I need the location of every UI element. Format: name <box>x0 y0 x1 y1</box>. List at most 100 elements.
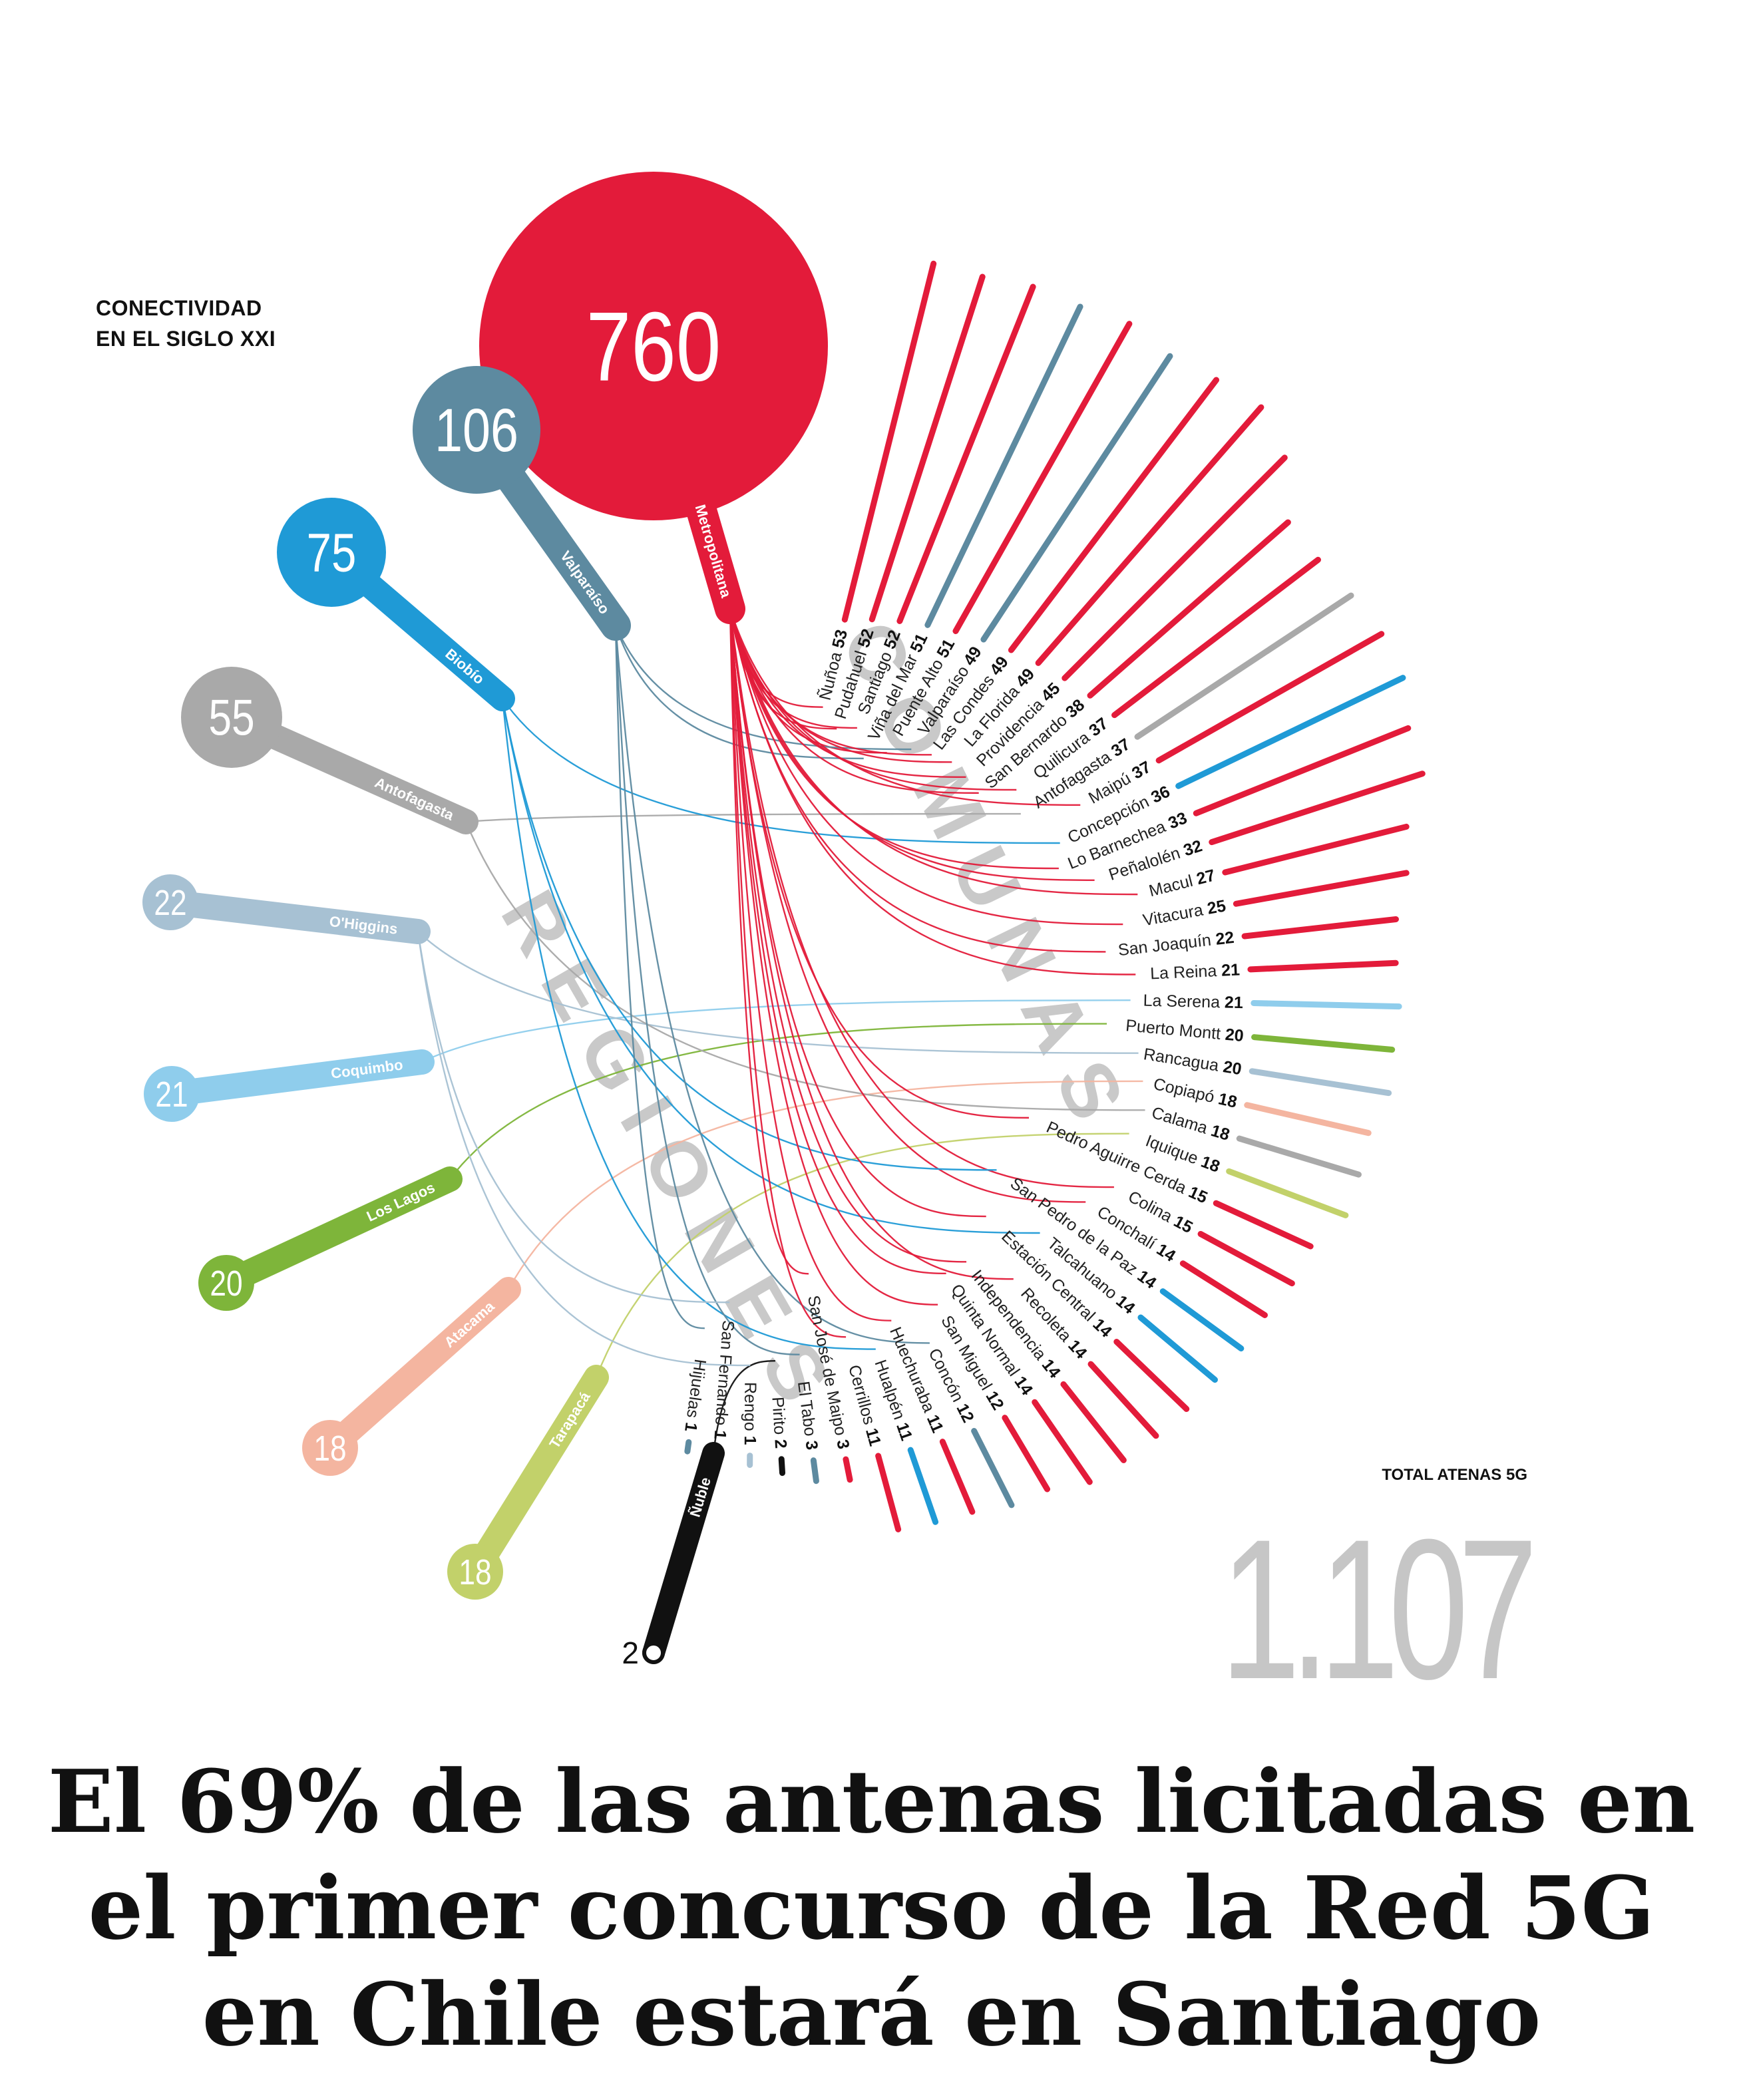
bar-conchali <box>1179 1260 1268 1318</box>
bar-maipu <box>1155 631 1385 764</box>
comuna-value-san-jose-de-maipo: 3 <box>833 1438 853 1451</box>
connector-colina <box>729 608 1114 1188</box>
connector-macul <box>729 608 1138 896</box>
total-label: TOTAL ATENAS 5G <box>1382 1466 1527 1484</box>
comuna-value-san-fernando: 1 <box>710 1429 729 1440</box>
region-value-nuble: 2 <box>622 1636 639 1670</box>
comuna-name-puerto-montt: Puerto Montt <box>1125 1016 1226 1043</box>
connector-rengo <box>417 931 751 1367</box>
connector-independencia <box>729 608 967 1263</box>
comuna-value-vitacura: 25 <box>1206 896 1227 918</box>
connector-lo-barnechea <box>729 608 1059 870</box>
comuna-label-la-reina: La Reina 21 <box>1150 961 1241 983</box>
bar-pedro-aguirre-cerda <box>1213 1200 1314 1250</box>
connector-hualpen <box>501 698 876 1350</box>
bar-iquique <box>1226 1168 1349 1218</box>
comuna-value-hijuelas: 1 <box>681 1421 701 1433</box>
comuna-value-pirito: 2 <box>771 1439 790 1449</box>
connector-la-reina <box>729 608 1136 975</box>
region-value-metropolitana: 760 <box>586 291 721 401</box>
bar-colina <box>1197 1230 1295 1287</box>
connector-san-jose-de-maipo <box>729 608 809 1275</box>
comuna-label-la-serena: La Serena 21 <box>1143 991 1243 1012</box>
total-value: 1.107 <box>1221 1498 1532 1703</box>
region-stem-los-lagos <box>214 1166 463 1296</box>
bar-la-reina <box>1247 960 1399 973</box>
region-stem-tarapaca <box>463 1365 609 1584</box>
bar-talcahuano <box>1137 1314 1219 1383</box>
bar-hualpen <box>907 1447 939 1525</box>
connector-san-miguel <box>729 608 938 1306</box>
bar-hijuelas <box>684 1439 692 1455</box>
connector-concepcion <box>502 698 1060 844</box>
bar-penalolen <box>1209 771 1426 846</box>
connector-iquique <box>595 1133 1129 1378</box>
region-bubble-biobio <box>277 498 386 607</box>
region-stem-coquimbo <box>159 1049 435 1107</box>
comuna-label-rengo: Rengo 1 <box>741 1382 759 1445</box>
bar-estacion-central <box>1113 1339 1190 1412</box>
comuna-label-vitacura: Vitacura 25 <box>1141 896 1227 930</box>
region-stem-o-higgins <box>158 890 431 944</box>
region-o-higgins: 22O'Higgins <box>142 874 431 944</box>
comuna-value-macul: 27 <box>1195 866 1217 888</box>
bar-puente-alto <box>952 321 1133 634</box>
kicker-line-2: EN EL SIGLO XXI <box>96 327 276 351</box>
region-value-atacama: 18 <box>313 1429 346 1469</box>
bar-nunoa <box>841 260 937 623</box>
comuna-name-la-serena: La Serena <box>1143 991 1225 1012</box>
comuna-label-macul: Macul 27 <box>1147 866 1217 900</box>
headline: El 69% de las antenas licitadas en el pr… <box>0 1749 1743 2068</box>
comuna-value-rancagua: 20 <box>1222 1057 1243 1079</box>
bar-quilicura <box>1111 556 1321 719</box>
bar-el-tabo <box>810 1457 819 1485</box>
comuna-value-cerrillos: 11 <box>862 1426 884 1448</box>
region-bubble-metropolitana <box>479 172 828 520</box>
region-bubble-o-higgins <box>142 874 198 930</box>
connector-pedro-aguirre-cerda <box>729 608 1030 1119</box>
connector-hijuelas <box>614 625 705 1329</box>
region-stem-atacama <box>317 1277 521 1461</box>
bar-concon <box>971 1428 1015 1508</box>
region-label-atacama: Atacama <box>441 1298 498 1351</box>
kicker: CONECTIVIDAD EN EL SIGLO XXI <box>96 293 276 354</box>
bar-la-florida <box>1035 404 1264 666</box>
comuna-name-rancagua: Rancagua <box>1142 1045 1225 1076</box>
connector-cerrillos <box>729 608 847 1338</box>
region-value-valparaiso: 106 <box>435 396 518 464</box>
bar-recoleta <box>1087 1361 1159 1439</box>
comuna-name-san-joaquin: San Joaquín <box>1117 930 1217 960</box>
connector-rancagua <box>417 931 1139 1054</box>
region-bubble-coquimbo <box>144 1066 200 1122</box>
connector-vina-del-mar <box>614 625 864 760</box>
comuna-label-pirito: Pirito 2 <box>768 1396 790 1449</box>
connector-san-fernando <box>417 931 730 1304</box>
bar-independencia <box>1060 1381 1127 1463</box>
region-stem-nuble <box>642 1442 725 1664</box>
region-bubble-los-lagos <box>198 1255 254 1311</box>
bar-vitacura <box>1233 870 1410 907</box>
connector-estacion-central <box>729 608 986 1218</box>
regiones-watermark: REGIONES <box>484 876 858 1436</box>
comuna-name-rengo: Rengo <box>741 1382 759 1436</box>
bar-calama <box>1236 1135 1362 1178</box>
connector-quinta-normal <box>729 608 946 1275</box>
comuna-value-la-serena: 21 <box>1225 993 1244 1013</box>
region-bubble-antofagasta <box>181 667 282 768</box>
total: TOTAL ATENAS 5G 1.107 <box>1221 1466 1543 1703</box>
bar-san-jose-de-maipo <box>843 1456 853 1483</box>
connector-lines <box>417 608 1145 1454</box>
bar-pudahuel <box>869 273 986 623</box>
comuna-value-el-tabo: 3 <box>802 1439 822 1451</box>
comuna-value-san-joaquin: 22 <box>1215 928 1235 949</box>
comuna-name-la-reina: La Reina <box>1150 962 1222 983</box>
bar-vina-del-mar <box>924 303 1083 628</box>
comuna-value-nunoa: 53 <box>829 627 851 650</box>
kicker-line-1: CONECTIVIDAD <box>96 296 262 320</box>
connector-puerto-montt <box>449 1023 1107 1180</box>
